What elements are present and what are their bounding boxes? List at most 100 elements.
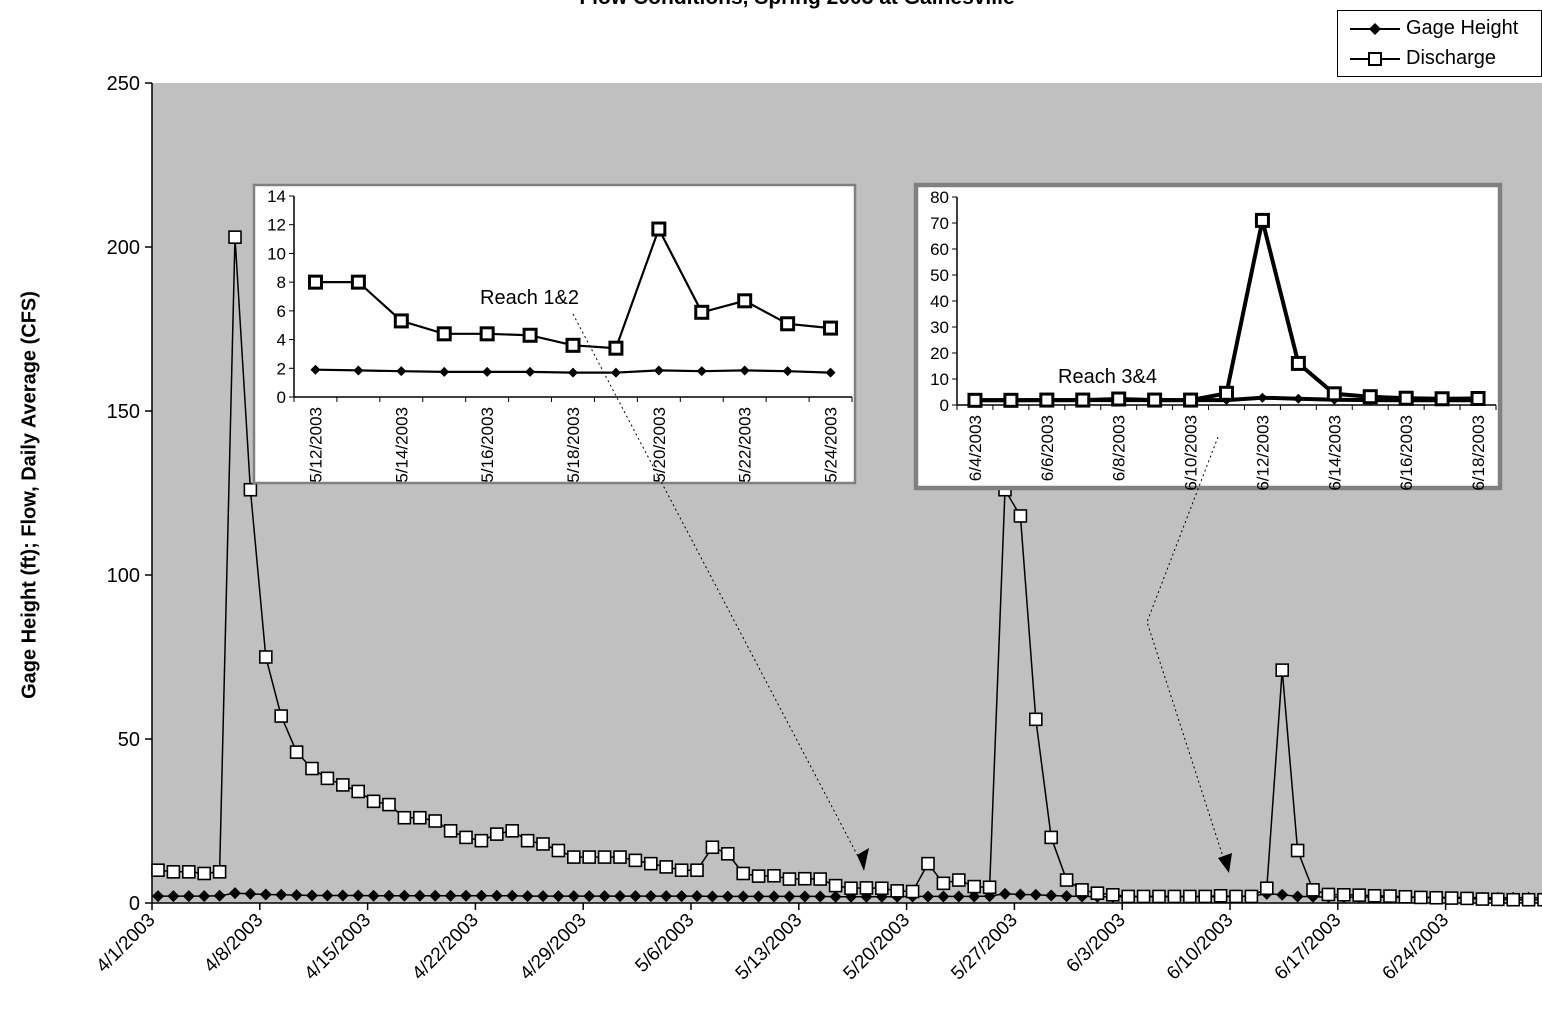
data-point-square	[828, 878, 843, 893]
data-point-diamond	[352, 889, 365, 902]
data-point-square	[243, 482, 258, 497]
inset-y-tick-label: 0	[940, 396, 949, 415]
x-tick-label: 5/20/2003	[840, 910, 915, 985]
data-point-diamond	[598, 890, 611, 903]
inset-y-tick-label: 10	[930, 370, 949, 389]
data-point-square	[659, 860, 674, 874]
x-tick-label: 5/6/2003	[631, 910, 698, 977]
data-point-square	[1537, 892, 1542, 907]
data-point-square	[782, 872, 797, 886]
callout-line-reach-1-2	[572, 313, 863, 865]
data-point-diamond	[567, 890, 580, 903]
data-point-square	[505, 824, 520, 838]
data-point-square	[1260, 881, 1274, 896]
data-point-square	[212, 865, 227, 879]
data-point-square	[1198, 889, 1212, 904]
data-point-square	[628, 853, 643, 868]
series-discharge	[151, 230, 1542, 907]
inset-reach-1-2-discharge	[307, 221, 839, 356]
inset-y-tick-label: 0	[277, 388, 286, 407]
data-point-square	[1039, 392, 1055, 408]
data-point-diamond	[475, 889, 488, 902]
inset-y-tick-label: 70	[930, 214, 949, 233]
data-point-square	[582, 850, 597, 864]
data-point-square	[751, 869, 766, 883]
data-point-square	[1219, 385, 1234, 401]
inset-x-tick-label: 5/20/2003	[650, 407, 669, 483]
x-tick-label: 6/24/2003	[1379, 910, 1454, 985]
y-tick-label: 150	[107, 401, 140, 423]
data-point-square	[274, 709, 289, 723]
inset-y-tick-label: 4	[277, 331, 286, 350]
data-point-square	[1213, 888, 1228, 903]
data-point-diamond	[525, 366, 536, 377]
y-tick-label: 100	[107, 565, 140, 587]
data-point-diamond	[429, 889, 442, 902]
data-point-square	[228, 230, 242, 244]
data-point-diamond	[398, 889, 411, 902]
inset-x-tick-label: 6/12/2003	[1253, 415, 1272, 491]
data-point-square	[608, 340, 624, 356]
data-point-square	[1521, 892, 1536, 907]
data-point-diamond	[1029, 888, 1042, 901]
x-tick-label: 6/17/2003	[1271, 910, 1346, 985]
data-point-diamond	[444, 889, 457, 902]
data-point-square	[335, 778, 350, 792]
chart-title: Flow Conditions, Spring 2003 at Gainesvi…	[0, 0, 1542, 10]
data-point-diamond	[167, 890, 180, 903]
data-point-square	[1075, 883, 1089, 897]
data-point-square	[428, 814, 443, 828]
inset-y-tick-label: 14	[267, 187, 286, 206]
data-point-square	[1111, 391, 1127, 407]
inset-reach-1-2-gage-height	[310, 364, 836, 378]
data-point-diamond	[829, 890, 842, 903]
data-point-diamond	[306, 889, 318, 902]
data-point-square	[366, 794, 381, 809]
data-point-square	[1290, 355, 1306, 371]
inset-y-tick-label: 80	[930, 188, 949, 207]
data-point-square	[767, 868, 781, 883]
data-point-diamond	[490, 889, 503, 902]
data-point-square	[1013, 509, 1028, 523]
inset-x-tick-label: 5/16/2003	[478, 407, 497, 483]
inset-x-tick-label: 5/24/2003	[822, 407, 841, 483]
data-point-diamond	[506, 889, 519, 902]
inset-reach-1-2: 0 2 4 6 8 10 12 14 5/12/2003 5/14/2003 5/16/2003 5/…	[252, 183, 857, 485]
data-point-square	[1121, 889, 1135, 904]
data-point-diamond	[537, 890, 549, 903]
data-point-square	[182, 865, 196, 879]
data-point-square	[1059, 873, 1074, 887]
data-point-square	[1398, 390, 1414, 406]
data-point-square	[1506, 892, 1520, 907]
x-tick-label: 6/3/2003	[1063, 910, 1130, 977]
data-point-diamond	[937, 890, 950, 903]
data-point-square	[489, 827, 504, 841]
data-point-square	[1244, 889, 1259, 904]
data-point-diamond	[290, 889, 303, 902]
inset-x-tick-label: 6/6/2003	[1038, 415, 1057, 481]
chart-legend: Gage Height Discharge	[1337, 10, 1542, 77]
data-point-square	[1362, 389, 1378, 405]
data-point-square	[307, 274, 323, 290]
data-point-square	[736, 866, 751, 881]
legend-label-gage-height: Gage Height	[1406, 17, 1519, 39]
inset-y-tick-label: 10	[267, 244, 286, 263]
data-point-diamond	[552, 890, 565, 903]
inset-frame	[913, 182, 1503, 491]
data-point-square	[166, 865, 181, 879]
data-point-square	[474, 833, 489, 848]
inset-y-tick-label: 50	[930, 266, 949, 285]
data-point-diamond	[768, 890, 780, 903]
callout-arrow-reach-1-2	[857, 848, 869, 871]
data-point-square	[1167, 889, 1182, 904]
y-tick-label: 50	[118, 729, 140, 751]
data-point-square	[436, 326, 452, 342]
inset-label-reach-1-2: Reach 1&2	[480, 287, 579, 309]
data-point-diamond	[610, 367, 621, 378]
data-point-square	[397, 810, 412, 825]
data-point-square	[1383, 889, 1397, 903]
data-point-square	[1491, 892, 1505, 907]
inset-label-reach-3-4: Reach 3&4	[1058, 366, 1157, 388]
data-point-diamond	[922, 890, 934, 903]
inset-x-tick-label: 6/4/2003	[966, 415, 985, 481]
